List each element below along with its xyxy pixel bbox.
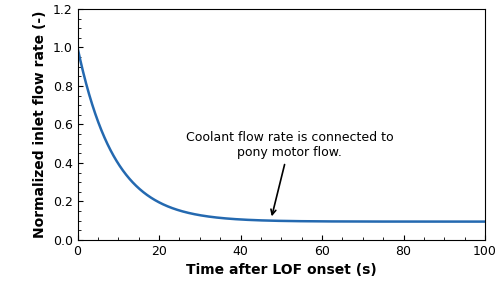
X-axis label: Time after LOF onset (s): Time after LOF onset (s) <box>186 263 376 277</box>
Y-axis label: Normalized inlet flow rate (-): Normalized inlet flow rate (-) <box>33 11 47 238</box>
Text: Coolant flow rate is connected to
pony motor flow.: Coolant flow rate is connected to pony m… <box>186 131 393 215</box>
